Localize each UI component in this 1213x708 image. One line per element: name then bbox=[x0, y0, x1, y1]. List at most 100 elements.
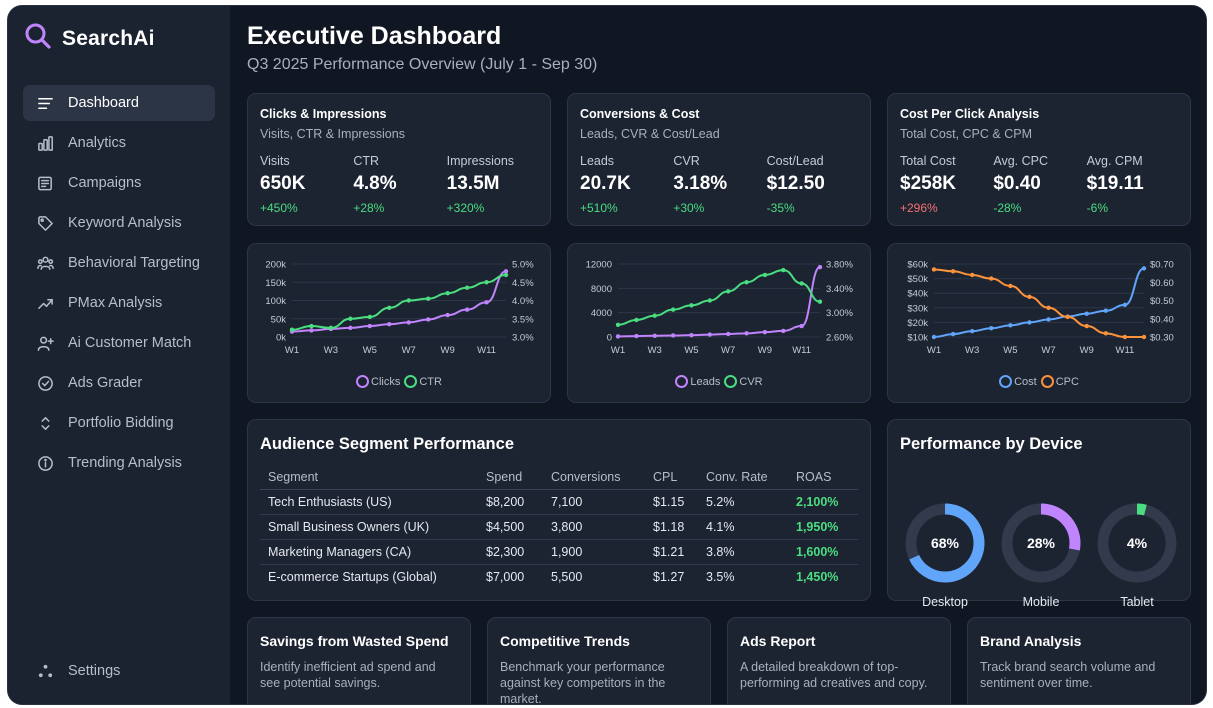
column-header: Segment bbox=[260, 465, 478, 490]
metric-label: Total Cost bbox=[900, 154, 956, 168]
sidebar-item-trending-analysis[interactable]: Trending Analysis bbox=[23, 445, 215, 481]
x-tick-label: W7 bbox=[721, 345, 735, 356]
feature-description: Identify inefficient ad spend and see po… bbox=[260, 660, 436, 690]
legend-item[interactable]: CVR bbox=[724, 375, 763, 388]
legend-item[interactable]: Cost bbox=[999, 375, 1037, 388]
legend-label: CVR bbox=[739, 375, 763, 388]
feature-description: Benchmark your performance against key c… bbox=[500, 660, 666, 704]
metric: Leads 20.7K +510% bbox=[580, 154, 673, 215]
sidebar-item-label: Ads Grader bbox=[68, 375, 143, 391]
column-header: Spend bbox=[478, 465, 543, 490]
legend-item[interactable]: Clicks bbox=[356, 375, 400, 388]
column-header: Conv. Rate bbox=[698, 465, 788, 490]
brand-name: SearchAi bbox=[62, 26, 155, 50]
table-cell: 2,100% bbox=[788, 489, 858, 515]
legend-item[interactable]: CTR bbox=[404, 375, 442, 388]
feature-card-savings[interactable]: Savings from Wasted Spend Identify ineffi… bbox=[247, 617, 471, 704]
feature-title: Brand Analysis bbox=[980, 633, 1082, 649]
trend-up-icon bbox=[36, 294, 54, 312]
sidebar-item-ads-grader[interactable]: Ads Grader bbox=[23, 365, 215, 401]
sidebar-item-dashboard[interactable]: Dashboard bbox=[23, 85, 215, 121]
chart-card-clicks: 0k 50k 100k 150k 200k 3.0% 3.5% 4.0% 4.5% 5.0% W1 W… bbox=[247, 243, 551, 403]
feature-card-competitive[interactable]: Competitive Trends Benchmark your perform… bbox=[487, 617, 711, 704]
card-subtitle: Visits, CTR & Impressions bbox=[260, 127, 405, 141]
sidebar-item-portfolio-bidding[interactable]: Portfolio Bidding bbox=[23, 405, 215, 441]
table-cell: Tech Enthusiasts (US) bbox=[260, 489, 478, 515]
sidebar-item-ai-customer-match[interactable]: Ai Customer Match bbox=[23, 325, 215, 361]
app-window: SearchAi Dashboard Analytics Campaigns Keyw… bbox=[8, 6, 1206, 704]
y2-tick-label: $0.30 bbox=[1150, 333, 1174, 344]
donut-mobile: 28% Mobile bbox=[998, 500, 1084, 609]
device-title: Performance by Device bbox=[900, 435, 1083, 453]
feature-card-brand[interactable]: Brand Analysis Track brand search volume … bbox=[967, 617, 1191, 704]
legend-label: Cost bbox=[1014, 375, 1037, 388]
table-row[interactable]: Tech Enthusiasts (US) $8,200 7,100 $1.15 5.2… bbox=[260, 489, 858, 515]
table-cell: $1.27 bbox=[653, 569, 685, 584]
donut-label: Desktop bbox=[922, 595, 968, 609]
brand[interactable]: SearchAi bbox=[24, 22, 155, 55]
metric: CVR 3.18% +30% bbox=[673, 154, 766, 215]
x-tick-label: W9 bbox=[758, 345, 772, 356]
x-tick-label: W11 bbox=[1115, 345, 1134, 356]
sidebar-item-label: Portfolio Bidding bbox=[68, 415, 174, 431]
x-tick-label: W1 bbox=[927, 345, 941, 356]
metric: Cost/Lead $12.50 -35% bbox=[767, 154, 860, 215]
table-cell: $1.18 bbox=[645, 514, 698, 540]
info-icon bbox=[36, 454, 54, 472]
metric-change: -35% bbox=[766, 201, 795, 215]
table-cell: 1,600% bbox=[788, 539, 858, 565]
table-row[interactable]: Marketing Managers (CA) $2,300 1,900 $1.21 3… bbox=[260, 539, 858, 565]
y2-tick-label: $0.70 bbox=[1150, 260, 1174, 271]
feature-title: Competitive Trends bbox=[500, 633, 630, 649]
metric-value: 650K bbox=[260, 173, 306, 194]
sidebar-item-keyword-analysis[interactable]: Keyword Analysis bbox=[23, 205, 215, 241]
sidebar-item-pmax-analysis[interactable]: PMax Analysis bbox=[23, 285, 215, 321]
sidebar-item-behavioral-targeting[interactable]: Behavioral Targeting bbox=[23, 245, 215, 281]
legend-item[interactable]: CPC bbox=[1040, 375, 1079, 388]
data-point-cost bbox=[969, 328, 975, 334]
x-tick-label: W5 bbox=[363, 345, 377, 356]
kpi-card-cpc: Cost Per Click Analysis Total Cost, CPC &… bbox=[887, 93, 1191, 226]
metric-value: $12.50 bbox=[766, 173, 825, 194]
metric: Avg. CPM $19.11 -6% bbox=[1087, 154, 1180, 215]
legend-swatch bbox=[356, 375, 370, 388]
y2-tick-label: 3.0% bbox=[512, 333, 534, 344]
table-row[interactable]: E-commerce Startups (Global) $7,000 5,500 $… bbox=[260, 564, 858, 589]
x-tick-label: W9 bbox=[441, 345, 455, 356]
legend-item[interactable]: Leads bbox=[675, 375, 720, 388]
x-tick-label: W1 bbox=[285, 345, 299, 356]
data-point-cvr bbox=[707, 298, 713, 303]
chevrons-updown-icon bbox=[36, 414, 54, 432]
y-tick-label: 150k bbox=[265, 278, 286, 289]
sidebar-item-label: Keyword Analysis bbox=[68, 215, 182, 231]
page-title: Executive Dashboard bbox=[247, 22, 502, 50]
sidebar-item-label: PMax Analysis bbox=[68, 295, 163, 311]
metric-change: +30% bbox=[673, 201, 705, 215]
data-point-leads bbox=[762, 329, 768, 335]
data-point-ctr bbox=[328, 325, 334, 331]
data-point-cvr bbox=[817, 299, 823, 304]
data-point-leads bbox=[615, 334, 621, 339]
y2-tick-label: 3.5% bbox=[512, 314, 534, 325]
series-line-cvr bbox=[617, 269, 821, 326]
data-point-ctr bbox=[445, 291, 450, 296]
data-point-ctr bbox=[503, 272, 509, 278]
metric: Total Cost $258K +296% bbox=[900, 154, 993, 215]
table-row[interactable]: Small Business Owners (UK) $4,500 3,800 $1.… bbox=[260, 514, 858, 540]
sidebar-item-analytics[interactable]: Analytics bbox=[23, 125, 215, 161]
feature-card-ads-report[interactable]: Ads Report A detailed breakdown of top-pe… bbox=[727, 617, 951, 704]
table-cell: Marketing Managers (CA) bbox=[260, 539, 478, 565]
metric: Visits 650K +450% bbox=[260, 154, 353, 215]
data-point-ctr bbox=[289, 327, 295, 332]
data-point-leads bbox=[799, 323, 804, 329]
y2-tick-label: $0.60 bbox=[1150, 278, 1174, 289]
data-point-cpc bbox=[989, 276, 994, 281]
legend-swatch bbox=[675, 375, 689, 388]
data-point-cpc bbox=[950, 269, 956, 274]
data-point-clicks bbox=[367, 323, 373, 329]
sidebar-item-campaigns[interactable]: Campaigns bbox=[23, 165, 215, 201]
table-cell: 5.2% bbox=[698, 489, 788, 515]
metrics-row: Visits 650K +450% CTR 4.8% +28% Impressions 13.… bbox=[260, 154, 540, 215]
sidebar-item-settings[interactable]: Settings bbox=[23, 653, 215, 689]
table-cell: $8,200 bbox=[478, 489, 543, 515]
